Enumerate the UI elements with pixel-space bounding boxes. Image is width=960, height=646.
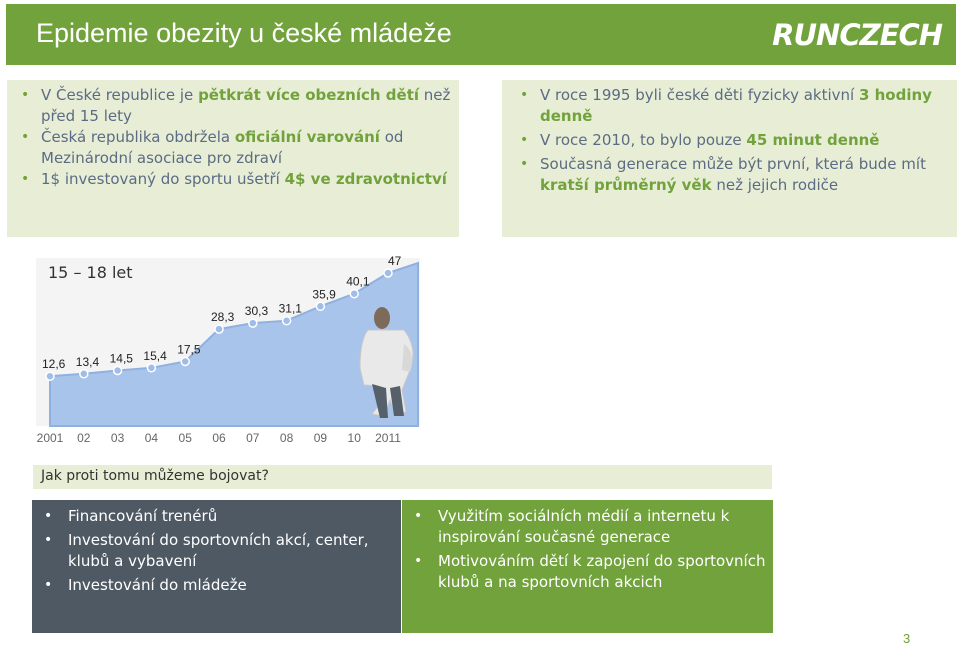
list-item: Financování trenérů <box>32 506 401 527</box>
list-item: Využitím sociálních médií a internetu k … <box>402 506 773 548</box>
data-label: 40,1 <box>346 275 370 289</box>
data-point <box>315 301 326 312</box>
facts-panel-left: V České republice je pětkrát více obezní… <box>7 80 459 237</box>
data-point <box>180 356 190 367</box>
data-point <box>281 315 292 326</box>
data-point <box>349 288 359 299</box>
data-point <box>146 363 157 373</box>
data-label: 15,4 <box>143 349 167 363</box>
chart-title: 15 – 18 let <box>48 263 133 282</box>
question-bar: Jak proti tomu můžeme bojovat? <box>33 465 772 489</box>
list-item: V roce 2010, to bylo pouze 45 minut denn… <box>512 130 957 151</box>
x-tick-label: 10 <box>348 431 362 445</box>
data-label: 13,4 <box>76 355 100 369</box>
list-item: 1$ investovaný do sportu ušetří 4$ ve zd… <box>13 169 459 190</box>
x-tick-label: 05 <box>179 431 193 445</box>
data-label: 47 <box>388 254 402 268</box>
x-tick-label: 09 <box>314 431 328 445</box>
x-tick-label: 02 <box>77 431 91 445</box>
data-label: 12,6 <box>42 357 66 371</box>
x-tick-label: 06 <box>212 431 226 445</box>
x-tick-label: 2001 <box>37 431 64 445</box>
data-label: 30,3 <box>245 304 269 318</box>
x-tick-label: 03 <box>111 431 125 445</box>
list-item: Současná generace může být první, která … <box>512 154 957 196</box>
data-point <box>383 268 393 278</box>
list-item: Motivováním dětí k zapojení do sportovní… <box>402 551 773 593</box>
page-number: 3 <box>903 631 911 646</box>
person-silhouette-icon <box>359 307 414 418</box>
runczech-logo: RUNCZECH <box>772 18 943 52</box>
data-label: 17,5 <box>177 343 201 357</box>
list-item: Investování do sportovních akcí, center,… <box>32 530 401 572</box>
data-label: 28,3 <box>211 310 235 324</box>
list-item: V roce 1995 byli české děti fyzicky akti… <box>512 85 957 127</box>
data-point <box>45 371 55 381</box>
header-bar: Epidemie obezity u české mládeže RUNCZEC… <box>6 4 956 65</box>
page-title: Epidemie obezity u české mládeže <box>36 18 452 48</box>
question-text: Jak proti tomu můžeme bojovat? <box>41 468 269 484</box>
actions-box-dark: Financování trenérů Investování do sport… <box>32 500 401 633</box>
data-point <box>248 318 258 328</box>
data-label: 31,1 <box>279 302 303 316</box>
data-label: 14,5 <box>110 352 134 366</box>
x-tick-label: 2011 <box>375 431 401 445</box>
data-point <box>112 365 123 376</box>
list-item: Investování do mládeže <box>32 575 401 596</box>
facts-panel-right: V roce 1995 byli české děti fyzicky akti… <box>502 80 957 237</box>
data-label: 35,9 <box>312 287 336 301</box>
list-item: V České republice je pětkrát více obezní… <box>13 85 459 127</box>
list-item: Česká republika obdržela oficiální varov… <box>13 127 459 169</box>
data-point <box>214 324 224 334</box>
x-tick-label: 07 <box>246 431 260 445</box>
data-point <box>79 369 89 379</box>
x-tick-label: 08 <box>280 431 294 445</box>
x-tick-label: 04 <box>145 431 159 445</box>
actions-box-green: Využitím sociálních médií a internetu k … <box>402 500 773 633</box>
